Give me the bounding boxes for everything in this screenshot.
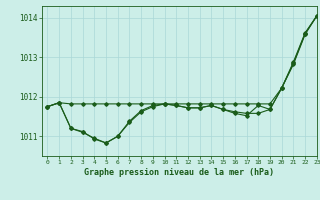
X-axis label: Graphe pression niveau de la mer (hPa): Graphe pression niveau de la mer (hPa) bbox=[84, 168, 274, 177]
